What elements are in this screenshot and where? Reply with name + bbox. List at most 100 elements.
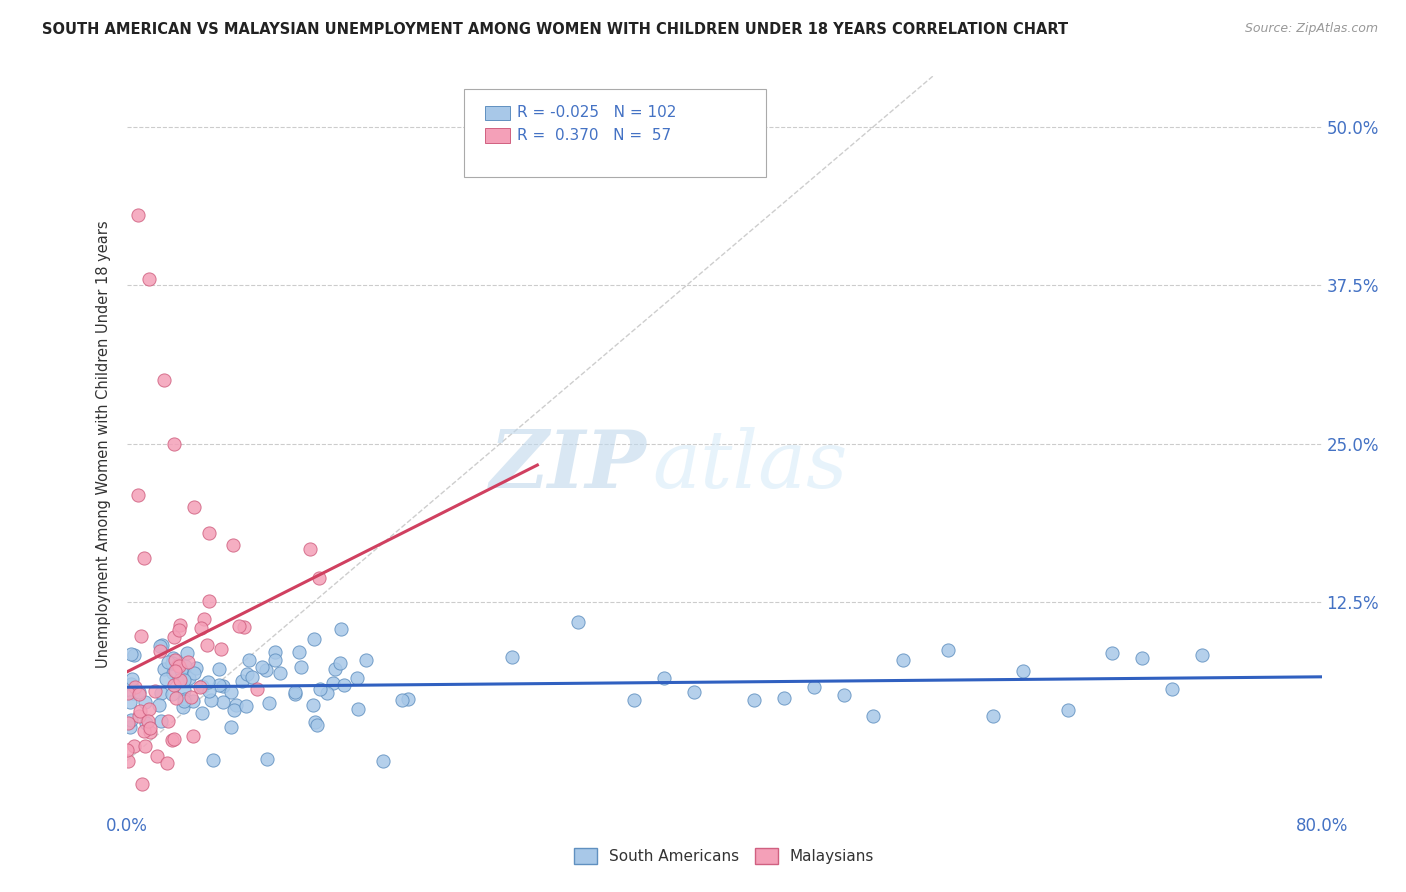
Point bbox=[211, 679, 233, 693]
Point bbox=[120, 677, 142, 691]
Point bbox=[163, 664, 186, 678]
Point bbox=[264, 645, 287, 659]
Point bbox=[742, 693, 765, 707]
Point bbox=[1191, 648, 1213, 662]
Point bbox=[149, 714, 172, 728]
Point bbox=[134, 739, 156, 754]
Point bbox=[391, 692, 413, 706]
Point bbox=[197, 593, 219, 607]
Point bbox=[225, 698, 247, 713]
Point bbox=[1130, 650, 1153, 665]
Point bbox=[129, 704, 152, 718]
Point bbox=[163, 731, 186, 746]
Point bbox=[209, 642, 232, 657]
Point bbox=[118, 695, 141, 709]
Point bbox=[832, 688, 855, 702]
Point bbox=[157, 714, 180, 728]
Point bbox=[862, 708, 884, 723]
Point bbox=[240, 670, 263, 684]
Point bbox=[167, 657, 190, 672]
Point bbox=[501, 649, 523, 664]
Point bbox=[200, 693, 222, 707]
Point bbox=[160, 733, 183, 747]
Point bbox=[304, 715, 326, 730]
Point bbox=[284, 685, 307, 699]
Point bbox=[134, 551, 156, 566]
Point bbox=[139, 724, 162, 739]
Point bbox=[309, 681, 332, 696]
Point bbox=[127, 487, 149, 501]
Point bbox=[803, 680, 825, 694]
Point bbox=[257, 696, 280, 710]
Point bbox=[773, 691, 796, 706]
Point bbox=[1056, 703, 1078, 717]
Point bbox=[195, 638, 218, 652]
Point bbox=[219, 685, 242, 699]
Point bbox=[128, 685, 150, 699]
Point bbox=[150, 638, 173, 652]
Point bbox=[162, 666, 184, 681]
Point bbox=[184, 660, 207, 674]
Point bbox=[256, 752, 278, 766]
Point bbox=[190, 679, 212, 693]
Point bbox=[117, 754, 139, 768]
Point bbox=[156, 756, 179, 771]
Point bbox=[329, 657, 352, 671]
Point bbox=[683, 684, 706, 698]
Text: R =  0.370   N =  57: R = 0.370 N = 57 bbox=[517, 128, 672, 143]
Text: Source: ZipAtlas.com: Source: ZipAtlas.com bbox=[1244, 22, 1378, 36]
Point bbox=[153, 373, 176, 387]
Point bbox=[322, 675, 344, 690]
Point bbox=[120, 648, 142, 662]
Point bbox=[128, 687, 150, 701]
Point bbox=[330, 622, 353, 636]
Point bbox=[173, 673, 195, 687]
Point bbox=[172, 699, 194, 714]
Point bbox=[131, 776, 153, 790]
Text: R = -0.025   N = 102: R = -0.025 N = 102 bbox=[517, 105, 676, 120]
Point bbox=[124, 680, 146, 694]
Point bbox=[146, 748, 169, 763]
Point bbox=[138, 272, 160, 286]
Point bbox=[149, 686, 172, 700]
Point bbox=[122, 648, 145, 662]
Point bbox=[347, 701, 370, 715]
Point bbox=[305, 718, 328, 732]
Point bbox=[173, 694, 195, 708]
Point bbox=[162, 687, 184, 701]
Point bbox=[173, 683, 195, 698]
Point bbox=[284, 687, 307, 701]
Point bbox=[290, 660, 312, 674]
Point bbox=[1101, 646, 1123, 660]
Point bbox=[160, 656, 183, 670]
Point bbox=[181, 694, 204, 708]
Point bbox=[162, 651, 184, 665]
Point bbox=[149, 644, 172, 658]
Point bbox=[316, 686, 339, 700]
Point bbox=[117, 686, 139, 700]
Point bbox=[163, 436, 186, 450]
Point bbox=[148, 698, 170, 712]
Point bbox=[254, 663, 277, 677]
Point bbox=[981, 708, 1004, 723]
Point bbox=[222, 703, 245, 717]
Point bbox=[197, 675, 219, 690]
Point bbox=[211, 695, 233, 709]
Point bbox=[197, 525, 219, 540]
Point bbox=[354, 653, 377, 667]
Point bbox=[1161, 682, 1184, 697]
Text: atlas: atlas bbox=[652, 427, 848, 505]
Point bbox=[138, 721, 160, 735]
Point bbox=[567, 615, 589, 629]
Point bbox=[162, 677, 184, 691]
Point bbox=[191, 706, 214, 721]
Point bbox=[176, 646, 198, 660]
Legend: South Americans, Malaysians: South Americans, Malaysians bbox=[568, 842, 880, 871]
Point bbox=[936, 642, 959, 657]
Point bbox=[131, 629, 153, 643]
Point bbox=[269, 665, 291, 680]
Point bbox=[177, 655, 200, 669]
Point bbox=[165, 653, 187, 667]
Point bbox=[250, 660, 273, 674]
Point bbox=[623, 692, 645, 706]
